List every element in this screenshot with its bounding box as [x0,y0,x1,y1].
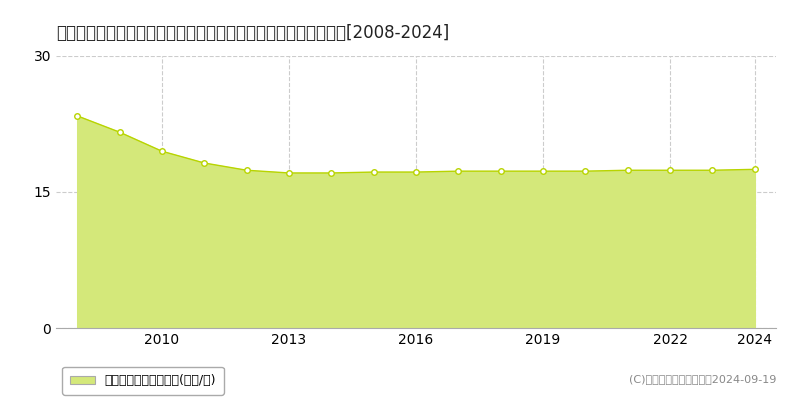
Legend: 基準地価　平均坪単価(万円/坪): 基準地価 平均坪単価(万円/坪) [62,367,224,395]
Text: 埼玉県比企郡滑川町月の輪７丁目２３番８　基準地価　地価推移[2008-2024]: 埼玉県比企郡滑川町月の輪７丁目２３番８ 基準地価 地価推移[2008-2024] [56,24,450,42]
Text: (C)土地価格ドットコム　2024-09-19: (C)土地価格ドットコム 2024-09-19 [629,374,776,384]
